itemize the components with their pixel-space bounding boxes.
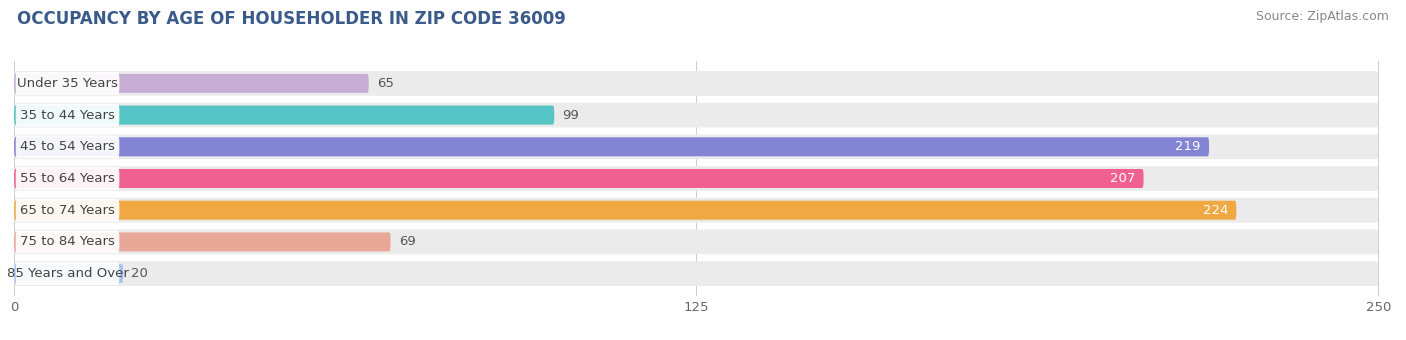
Text: 85 Years and Over: 85 Years and Over — [7, 267, 128, 280]
FancyBboxPatch shape — [14, 74, 368, 93]
FancyBboxPatch shape — [14, 166, 1378, 191]
Text: 20: 20 — [131, 267, 148, 280]
Text: 65: 65 — [377, 77, 394, 90]
FancyBboxPatch shape — [14, 233, 391, 251]
Text: 224: 224 — [1202, 204, 1229, 217]
FancyBboxPatch shape — [14, 169, 1143, 188]
FancyBboxPatch shape — [14, 201, 1236, 220]
Text: 69: 69 — [399, 235, 416, 249]
Text: Source: ZipAtlas.com: Source: ZipAtlas.com — [1256, 10, 1389, 23]
Text: 45 to 54 Years: 45 to 54 Years — [20, 140, 115, 153]
Text: 207: 207 — [1109, 172, 1136, 185]
FancyBboxPatch shape — [14, 134, 1378, 159]
FancyBboxPatch shape — [14, 261, 1378, 286]
FancyBboxPatch shape — [15, 199, 120, 222]
FancyBboxPatch shape — [15, 135, 120, 158]
FancyBboxPatch shape — [15, 167, 120, 190]
FancyBboxPatch shape — [14, 230, 1378, 254]
Text: 35 to 44 Years: 35 to 44 Years — [20, 108, 115, 122]
Text: 99: 99 — [562, 108, 579, 122]
FancyBboxPatch shape — [14, 106, 554, 124]
Text: Under 35 Years: Under 35 Years — [17, 77, 118, 90]
FancyBboxPatch shape — [15, 104, 120, 126]
Text: 65 to 74 Years: 65 to 74 Years — [20, 204, 115, 217]
FancyBboxPatch shape — [15, 72, 120, 95]
FancyBboxPatch shape — [14, 264, 124, 283]
FancyBboxPatch shape — [15, 231, 120, 253]
Text: 55 to 64 Years: 55 to 64 Years — [20, 172, 115, 185]
FancyBboxPatch shape — [14, 198, 1378, 223]
Text: OCCUPANCY BY AGE OF HOUSEHOLDER IN ZIP CODE 36009: OCCUPANCY BY AGE OF HOUSEHOLDER IN ZIP C… — [17, 10, 565, 28]
FancyBboxPatch shape — [14, 71, 1378, 96]
FancyBboxPatch shape — [14, 137, 1209, 156]
FancyBboxPatch shape — [14, 103, 1378, 128]
Text: 75 to 84 Years: 75 to 84 Years — [20, 235, 115, 249]
Text: 219: 219 — [1175, 140, 1201, 153]
FancyBboxPatch shape — [15, 262, 120, 285]
